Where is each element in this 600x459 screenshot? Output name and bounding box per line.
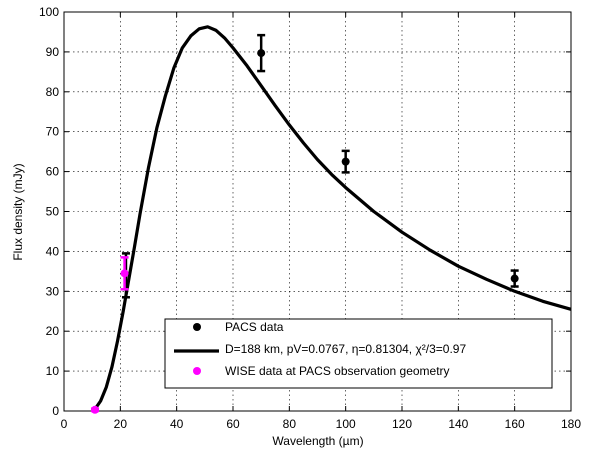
y-tick-label: 50 xyxy=(46,205,60,219)
tick-layer: 0 20 40 60 80 100 120 140 160 180 0 10 20 30 40 50 60 70 8… xyxy=(39,5,581,431)
x-tick-label: 160 xyxy=(505,417,525,431)
x-tick-label: 140 xyxy=(448,417,468,431)
x-tick-label: 60 xyxy=(226,417,240,431)
x-tick-label: 100 xyxy=(336,417,356,431)
pacs-data-point xyxy=(257,49,266,58)
y-tick-label: 0 xyxy=(52,404,59,418)
legend: PACS data D=188 km, pV=0.0767, η=0.81304,… xyxy=(164,318,553,389)
x-tick-label: 0 xyxy=(61,417,68,431)
y-tick-label: 60 xyxy=(46,165,60,179)
y-tick-label: 20 xyxy=(46,324,60,338)
legend-marker-pacs xyxy=(193,323,201,331)
y-tick-label: 70 xyxy=(46,125,60,139)
wise-data-point xyxy=(120,269,129,278)
series-layer xyxy=(90,25,572,414)
x-tick-label: 120 xyxy=(392,417,412,431)
legend-label-0: PACS data xyxy=(225,320,284,334)
y-tick-label: 100 xyxy=(39,5,59,19)
pacs-data-point xyxy=(341,157,350,166)
x-tick-label: 20 xyxy=(114,417,128,431)
y-tick-label: 30 xyxy=(46,284,60,298)
x-tick-label: 180 xyxy=(561,417,581,431)
x-tick-label: 80 xyxy=(283,417,297,431)
wise-data-point xyxy=(90,405,99,414)
y-tick-label: 90 xyxy=(46,45,60,59)
pacs-data-point xyxy=(510,274,519,283)
legend-marker-wise xyxy=(193,367,201,375)
y-axis-label: Flux density (mJy) xyxy=(11,163,25,260)
legend-label-1: D=188 km, pV=0.0767, η=0.81304, χ²/3=0.9… xyxy=(225,342,466,356)
y-tick-label: 10 xyxy=(46,364,60,378)
legend-label-2: WISE data at PACS observation geometry xyxy=(225,364,450,378)
x-tick-label: 40 xyxy=(170,417,184,431)
legend-box xyxy=(164,318,553,389)
y-tick-label: 80 xyxy=(46,85,60,99)
y-tick-label: 40 xyxy=(46,244,60,258)
x-axis-label: Wavelength (µm) xyxy=(272,434,363,448)
model-curve-line xyxy=(93,25,572,410)
